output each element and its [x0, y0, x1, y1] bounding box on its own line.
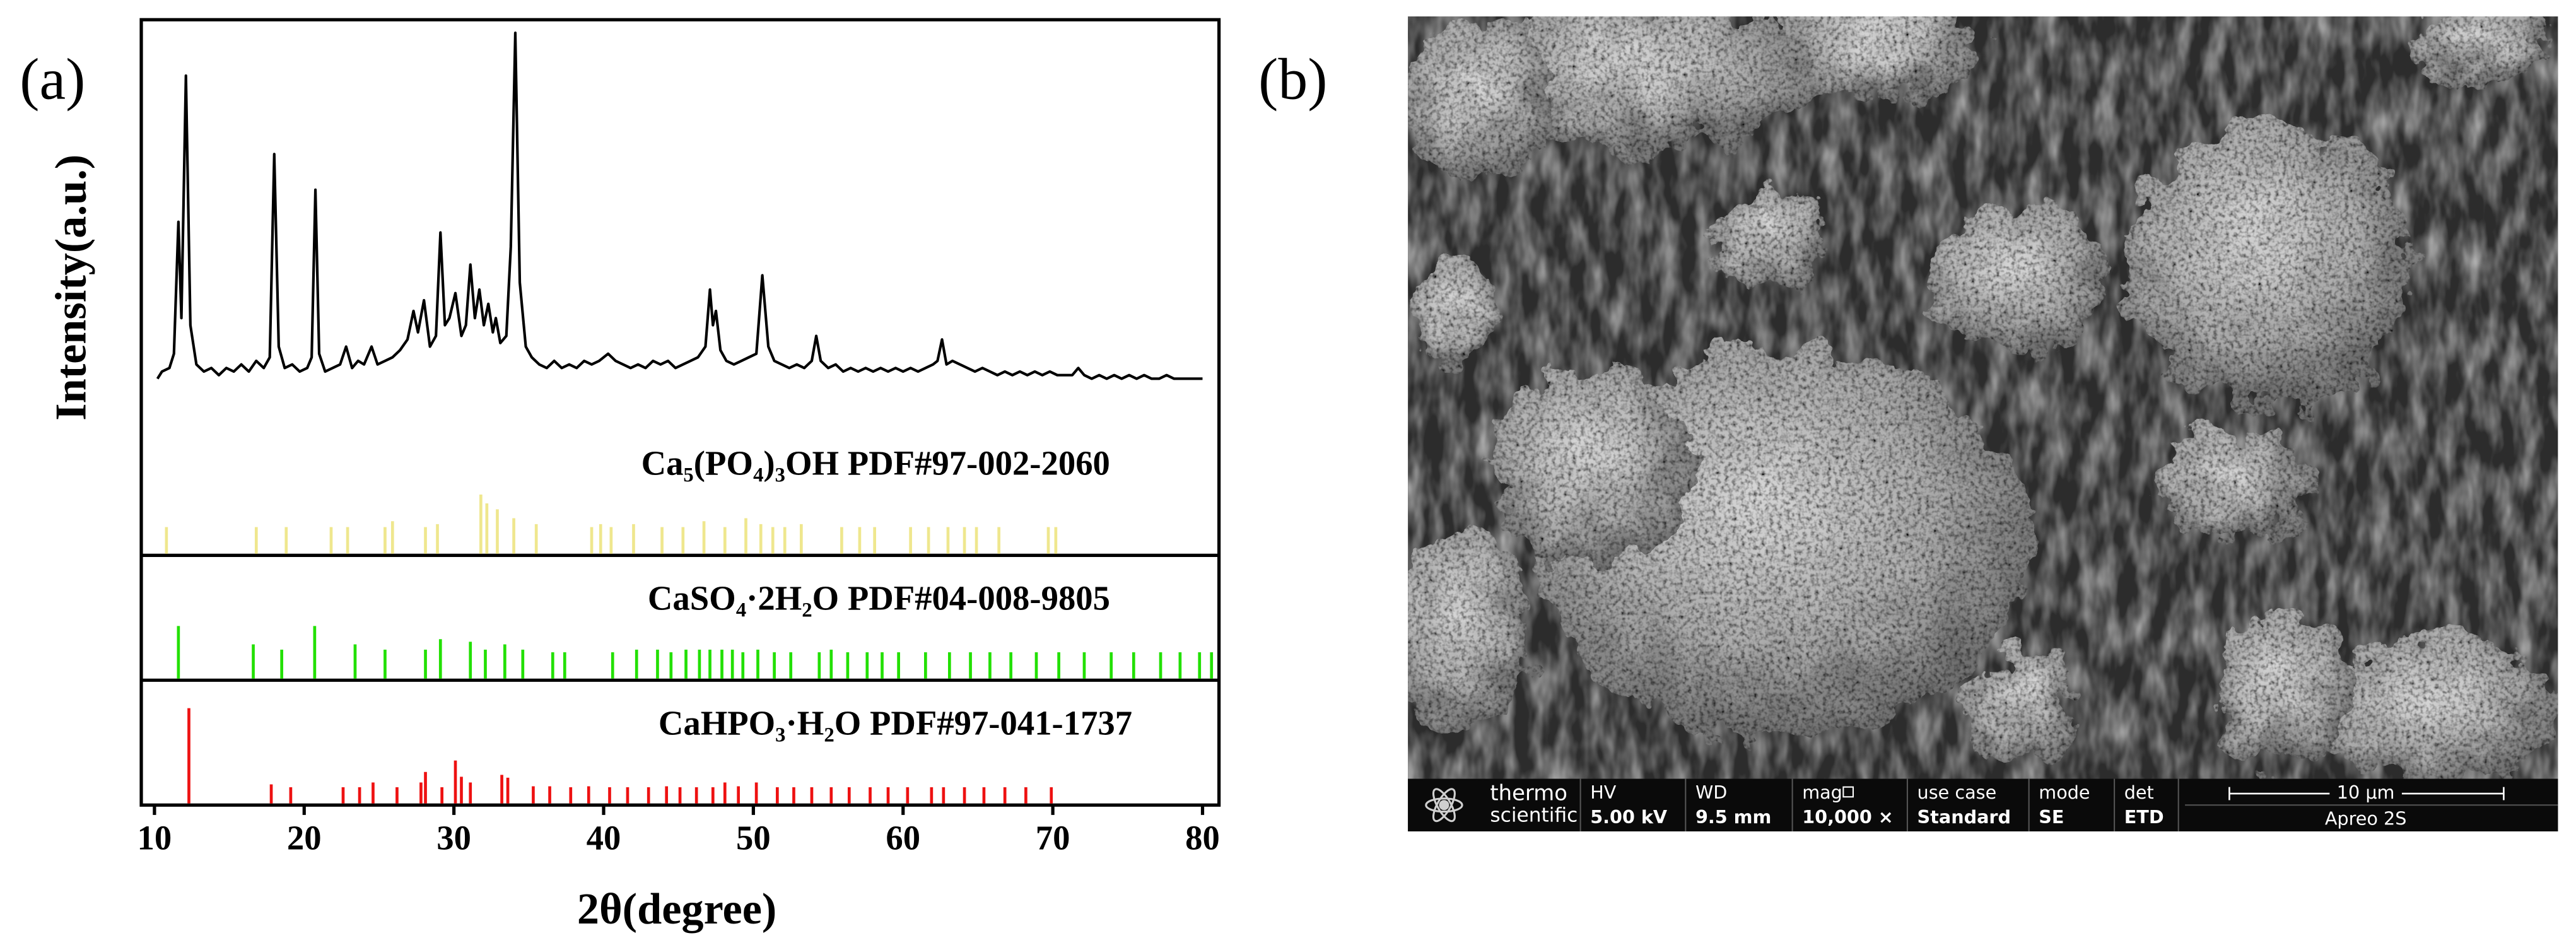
particle-clusters	[1408, 16, 2558, 779]
sem-image: thermo scientific HV 5.00 kV WD 9.5 mm mag 10…	[1408, 16, 2558, 831]
info-label: WD	[1695, 782, 1727, 803]
y-axis-label: Intensity(a.u.)	[46, 155, 95, 421]
scale-bar-label: 10 µm	[2337, 782, 2395, 803]
info-label: mag	[1802, 782, 1842, 803]
x-tick-label: 30	[436, 819, 471, 857]
x-tick-label: 10	[138, 819, 172, 857]
x-tick-label: 60	[886, 819, 920, 857]
x-axis-label: 2θ(degree)	[577, 884, 777, 934]
info-label: HV	[1590, 782, 1617, 803]
reference-label: CaHPO₃·H₂O PDF#97-041-1737	[659, 703, 1132, 742]
reference-label: CaSO₄·2H₂O PDF#04-008-9805	[648, 578, 1110, 617]
xrd-chart: 2θ(degree) Intensity(a.u.) 10 20 30 40 50 60 7…	[46, 18, 1221, 934]
mag-icon	[1842, 786, 1854, 798]
info-value: 10,000 ×	[1802, 806, 1894, 828]
info-value: Standard	[1917, 806, 2011, 828]
reference-label: Ca₅(PO₄)₃OH PDF#97-002-2060	[641, 444, 1110, 483]
panel-label: (a)	[20, 46, 85, 112]
scale-label-bg	[2329, 783, 2402, 804]
x-tick-label: 20	[287, 819, 322, 857]
plot-frame	[139, 18, 1221, 807]
instrument-name: Apreo 2S	[2325, 808, 2407, 830]
info-label: mode	[2039, 782, 2090, 803]
brand-name: thermo	[1490, 780, 1567, 805]
x-tick-label: 50	[736, 819, 771, 857]
info-value: 9.5 mm	[1695, 806, 1771, 828]
info-value: 5.00 kV	[1590, 806, 1668, 828]
x-tick-label: 40	[587, 819, 621, 857]
panel-label: (b)	[1258, 46, 1327, 112]
xrd-pattern	[156, 32, 1203, 380]
info-columns: HV 5.00 kV WD 9.5 mm mag 10,000 × use case Stan…	[1579, 778, 2179, 831]
x-tick-label: 80	[1185, 819, 1220, 857]
x-tick-label: 70	[1036, 819, 1070, 857]
info-value: SE	[2039, 806, 2064, 828]
brand-logo	[1425, 788, 1463, 823]
info-value: ETD	[2124, 806, 2164, 828]
sem-texture	[1408, 16, 2558, 779]
info-label: det	[2124, 782, 2154, 803]
brand-name: scientific	[1490, 804, 1578, 826]
info-label: use case	[1917, 782, 1997, 803]
